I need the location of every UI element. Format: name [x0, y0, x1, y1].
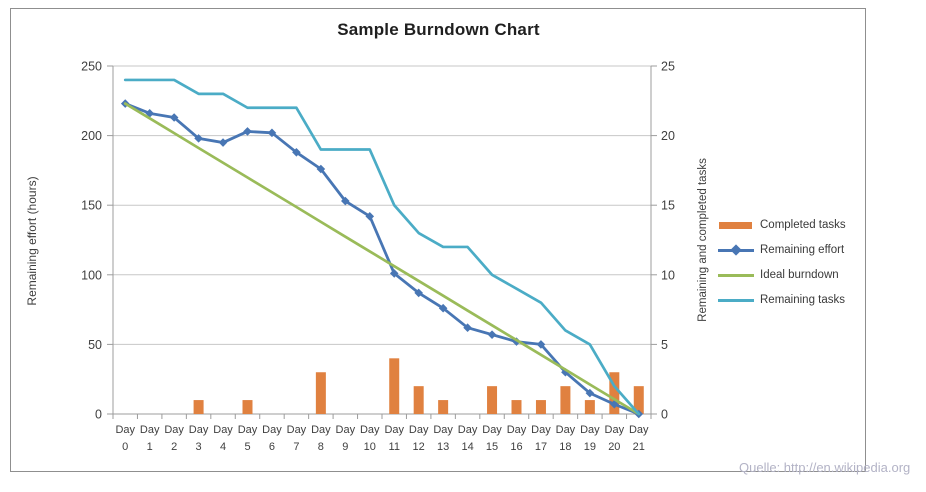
svg-text:Day: Day — [262, 424, 282, 436]
legend-label: Ideal burndown — [760, 268, 839, 281]
svg-text:150: 150 — [81, 199, 102, 213]
svg-text:Day: Day — [115, 424, 135, 436]
svg-text:10: 10 — [661, 268, 675, 282]
svg-text:6: 6 — [269, 441, 275, 453]
svg-text:Day: Day — [556, 424, 576, 436]
svg-text:9: 9 — [342, 441, 348, 453]
svg-text:Day: Day — [336, 424, 356, 436]
svg-text:25: 25 — [661, 60, 675, 74]
svg-text:16: 16 — [510, 441, 522, 453]
bars-completed-tasks — [193, 358, 644, 414]
line-ideal-burndown — [123, 102, 641, 416]
remaining-effort-swatch — [718, 243, 754, 257]
svg-text:50: 50 — [88, 338, 102, 352]
left-axis-tick-labels: 250 200 150 100 50 0 — [81, 60, 102, 422]
legend-item-completed-tasks: Completed tasks — [718, 212, 846, 237]
source-attribution: Quelle: http://en.wikipedia.org — [739, 460, 911, 475]
svg-text:10: 10 — [364, 441, 376, 453]
svg-text:13: 13 — [437, 441, 449, 453]
svg-text:17: 17 — [535, 441, 547, 453]
svg-text:Day: Day — [580, 424, 600, 436]
x-axis-labels: Day 0 Day 1 Day 2 Day 3 Day 4 Day 5 Day 6 Day 7 Day 8 Day 9… — [115, 424, 649, 453]
line-remaining-effort — [120, 99, 644, 419]
ideal-burndown-swatch — [718, 268, 754, 282]
svg-text:2: 2 — [171, 441, 177, 453]
svg-text:Day: Day — [409, 424, 429, 436]
svg-text:12: 12 — [413, 441, 425, 453]
svg-text:0: 0 — [95, 408, 102, 422]
legend-item-ideal-burndown: Ideal burndown — [718, 262, 846, 287]
legend-item-remaining-tasks: Remaining tasks — [718, 287, 846, 312]
svg-text:Day: Day — [238, 424, 258, 436]
left-axis-title: Remaining effort (hours) — [25, 176, 39, 306]
svg-text:Day: Day — [311, 424, 331, 436]
svg-text:Day: Day — [164, 424, 184, 436]
completed-tasks-swatch — [718, 218, 754, 232]
gridlines — [113, 65, 651, 345]
remaining-tasks-swatch — [718, 293, 754, 307]
svg-text:1: 1 — [147, 441, 153, 453]
svg-text:15: 15 — [661, 199, 675, 213]
svg-text:Day: Day — [629, 424, 649, 436]
legend-label: Completed tasks — [760, 218, 846, 231]
svg-text:5: 5 — [244, 441, 250, 453]
svg-text:Day: Day — [213, 424, 233, 436]
legend-label: Remaining tasks — [760, 293, 846, 306]
right-axis-tick-labels: 25 20 15 10 5 0 — [661, 60, 675, 422]
legend-item-remaining-effort: Remaining effort — [718, 237, 846, 262]
svg-text:18: 18 — [559, 441, 571, 453]
svg-text:0: 0 — [661, 408, 668, 422]
svg-text:Day: Day — [433, 424, 453, 436]
legend: Completed tasks Remaining effort Ideal b… — [718, 212, 846, 312]
svg-text:4: 4 — [220, 441, 226, 453]
chart-title: Sample Burndown Chart — [337, 20, 540, 39]
svg-text:Day: Day — [482, 424, 502, 436]
svg-text:Day: Day — [140, 424, 160, 436]
svg-text:0: 0 — [122, 441, 128, 453]
svg-text:3: 3 — [196, 441, 202, 453]
svg-text:20: 20 — [608, 441, 620, 453]
svg-text:Day: Day — [384, 424, 404, 436]
svg-text:250: 250 — [81, 60, 102, 74]
svg-text:Day: Day — [507, 424, 527, 436]
chart-outer-border — [10, 8, 866, 472]
svg-text:19: 19 — [584, 441, 596, 453]
svg-text:15: 15 — [486, 441, 498, 453]
svg-text:100: 100 — [81, 268, 102, 282]
svg-text:21: 21 — [633, 441, 645, 453]
svg-text:Day: Day — [458, 424, 478, 436]
svg-text:Day: Day — [531, 424, 551, 436]
svg-text:Day: Day — [360, 424, 380, 436]
line-remaining-tasks — [123, 78, 641, 416]
svg-text:20: 20 — [661, 129, 675, 143]
svg-text:11: 11 — [389, 441, 400, 453]
svg-text:200: 200 — [81, 129, 102, 143]
svg-text:Day: Day — [189, 424, 209, 436]
svg-text:14: 14 — [461, 441, 473, 453]
svg-text:8: 8 — [318, 441, 324, 453]
right-axis-title: Remaining and completed tasks — [697, 158, 709, 322]
svg-text:5: 5 — [661, 338, 668, 352]
legend-label: Remaining effort — [760, 243, 845, 256]
svg-text:7: 7 — [293, 441, 299, 453]
svg-text:Day: Day — [287, 424, 307, 436]
svg-text:Day: Day — [605, 424, 625, 436]
